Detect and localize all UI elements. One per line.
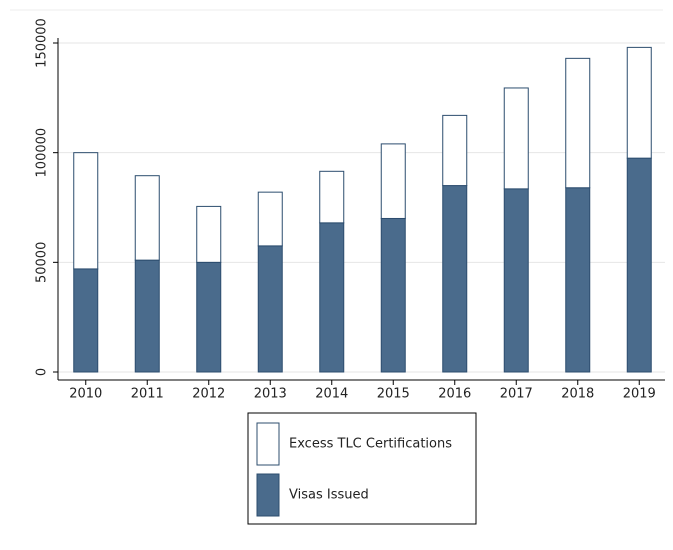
y-tick-label: 0	[35, 368, 50, 376]
bar-segment	[196, 205, 222, 263]
y-tick-label: 100000	[35, 128, 50, 178]
y-tick-label: 50000	[35, 242, 50, 283]
x-tick-label: 2011	[131, 387, 164, 402]
legend-box	[247, 412, 477, 525]
x-tick-label: 2016	[438, 387, 471, 402]
bar-segment	[442, 114, 468, 187]
bar-segment	[503, 87, 529, 190]
bar-segment	[257, 245, 283, 373]
x-tick-label: 2019	[623, 387, 656, 402]
bar-segment	[503, 188, 529, 373]
bar-segment	[565, 187, 591, 373]
bar-segment	[565, 57, 591, 189]
x-tick-label: 2015	[377, 387, 410, 402]
bar-segment	[626, 157, 652, 373]
bar-segment	[380, 217, 406, 373]
bar-segment	[319, 170, 345, 224]
bar-segment	[196, 261, 222, 373]
x-tick-label: 2018	[561, 387, 594, 402]
x-tick-label: 2010	[69, 387, 102, 402]
bar-segment	[257, 191, 283, 247]
bar-segment	[134, 259, 160, 373]
y-tick-label: 150000	[35, 18, 50, 68]
x-tick-label: 2017	[500, 387, 533, 402]
bar-segment	[73, 268, 99, 373]
bar-segment	[73, 152, 99, 270]
legend-label: Excess TLC Certifications	[289, 437, 452, 452]
bar-segment	[442, 185, 468, 373]
x-tick-label: 2013	[254, 387, 287, 402]
x-tick-label: 2014	[315, 387, 348, 402]
bar-segment	[134, 175, 160, 261]
bar-segment	[626, 46, 652, 159]
bar-segment	[319, 222, 345, 373]
legend-swatch	[256, 473, 280, 517]
x-tick-label: 2012	[192, 387, 225, 402]
legend-label: Visas Issued	[289, 488, 369, 503]
bar-segment	[380, 143, 406, 219]
legend-swatch	[256, 422, 280, 466]
